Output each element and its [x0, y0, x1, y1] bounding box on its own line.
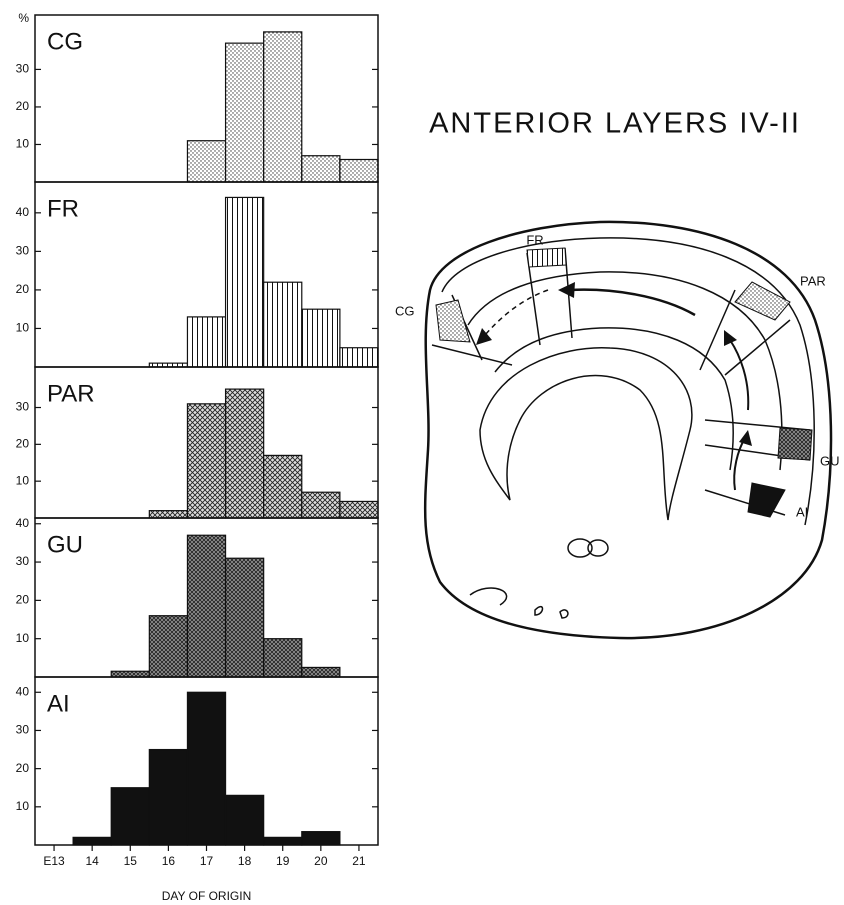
bar: [111, 788, 149, 845]
cg-region: [436, 300, 470, 342]
y-tick-label: 20: [16, 282, 30, 296]
y-axis-label: %: [18, 11, 29, 25]
bar: [149, 616, 187, 677]
bar: [226, 197, 264, 367]
par-region: [735, 282, 790, 320]
corpus-callosum: [480, 348, 692, 520]
y-tick-label: 40: [16, 205, 30, 219]
y-tick-label: 40: [16, 516, 30, 530]
region-label: FR: [526, 232, 543, 247]
y-tick-label: 30: [16, 400, 30, 414]
bar: [226, 43, 264, 182]
panel-title: CG: [47, 28, 83, 55]
y-tick-label: 20: [16, 437, 30, 451]
bar: [187, 317, 225, 367]
y-tick-label: 10: [16, 473, 30, 487]
arrow: [570, 290, 695, 315]
layer-line: [495, 328, 733, 470]
brain-diagram: ANTERIOR LAYERS IV-II FR PAR CG GU AI: [395, 108, 840, 638]
bar: [149, 750, 187, 845]
y-tick-label: 30: [16, 554, 30, 568]
bar: [264, 639, 302, 677]
bar: [187, 535, 225, 677]
arrow-head: [724, 330, 737, 346]
bar: [111, 671, 149, 677]
bar: [226, 558, 264, 677]
region-label: PAR: [800, 273, 826, 288]
bar: [340, 348, 378, 367]
ventricle: [588, 540, 608, 556]
bar: [302, 309, 340, 367]
x-tick-label: 18: [238, 854, 252, 868]
arrow: [485, 290, 548, 335]
bar: [264, 837, 302, 845]
bar: [340, 159, 378, 182]
ai-region: [748, 483, 785, 517]
bar: [187, 692, 225, 845]
y-tick-label: 10: [16, 631, 30, 645]
x-axis-label: DAY OF ORIGIN: [162, 889, 252, 903]
x-tick-label: E13: [43, 854, 65, 868]
y-tick-label: 20: [16, 761, 30, 775]
bar: [264, 32, 302, 182]
x-tick-label: 19: [276, 854, 290, 868]
bar: [302, 667, 340, 677]
bar: [264, 455, 302, 518]
y-tick-label: 20: [16, 593, 30, 607]
y-tick-label: 30: [16, 62, 30, 76]
outline: [425, 222, 831, 638]
y-tick-label: 10: [16, 799, 30, 813]
bar: [340, 501, 378, 518]
bar: [226, 795, 264, 845]
bar: [187, 141, 225, 182]
y-tick-label: 10: [16, 137, 30, 151]
y-tick-label: 30: [16, 723, 30, 737]
x-tick-label: 21: [352, 854, 366, 868]
y-tick-label: 30: [16, 244, 30, 258]
panel-title: AI: [47, 690, 70, 717]
arrow: [734, 438, 745, 490]
region-label: CG: [395, 303, 415, 318]
x-tick-label: 15: [124, 854, 138, 868]
arrow-head: [739, 430, 752, 446]
x-tick-label: 14: [85, 854, 99, 868]
fr-region: [527, 248, 566, 267]
bar: [302, 492, 340, 518]
panel-title: GU: [47, 531, 83, 558]
detail: [470, 588, 568, 618]
y-tick-label: 40: [16, 684, 30, 698]
bar: [302, 156, 340, 182]
panel-title: FR: [47, 195, 79, 222]
diagram-title: ANTERIOR LAYERS IV-II: [429, 108, 801, 140]
bar: [264, 282, 302, 367]
x-tick-label: 20: [314, 854, 328, 868]
figure: 10 20 30 CG% 10 20 30 40 FR 10 20 30 PAR 10 20 30 40 GU 10…: [0, 0, 844, 905]
panel-title: PAR: [47, 380, 95, 407]
arrow: [730, 340, 748, 410]
histograms: 10 20 30 CG% 10 20 30 40 FR 10 20 30 PAR 10 20 30 40 GU 10…: [16, 11, 378, 903]
arrow-head: [558, 282, 575, 298]
bar: [149, 511, 187, 518]
x-tick-label: 16: [162, 854, 176, 868]
bar: [302, 832, 340, 845]
y-tick-label: 10: [16, 321, 30, 335]
y-tick-label: 20: [16, 99, 30, 113]
region-label: AI: [796, 504, 808, 519]
bar: [187, 404, 225, 518]
region-label: GU: [820, 453, 840, 468]
x-tick-label: 17: [200, 854, 214, 868]
bar: [73, 837, 111, 845]
gu-region: [778, 428, 812, 460]
arrow-head: [476, 328, 492, 345]
bar: [226, 389, 264, 518]
